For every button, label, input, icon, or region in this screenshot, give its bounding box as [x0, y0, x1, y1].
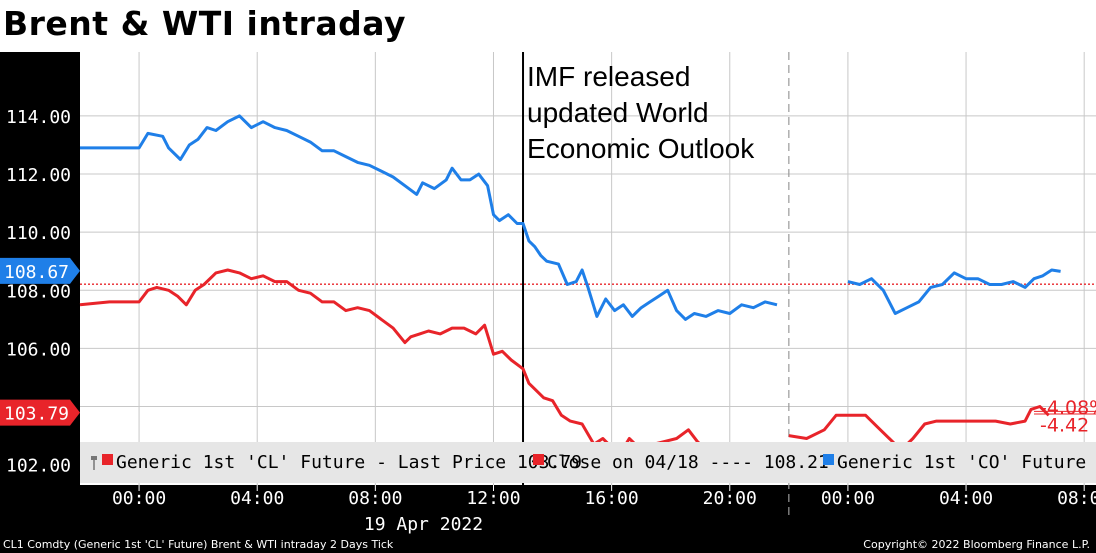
x-tick-label: 16:00 — [585, 488, 639, 509]
series-line-wti — [788, 405, 1050, 452]
event-annotation: IMF released updated World Economic Outloo… — [527, 61, 755, 164]
legend-label-close: Close on 04/18 ---- 108.21 — [547, 452, 829, 473]
event-annotation-line: Economic Outlook — [527, 133, 755, 164]
series-line-brent — [80, 114, 778, 321]
page-title: Brent & WTI intraday — [0, 0, 1096, 52]
x-axis-panel — [0, 485, 1096, 537]
legend-swatch-close — [533, 454, 544, 465]
legend-swatch-wti — [102, 454, 113, 465]
legend-box — [80, 442, 1096, 483]
right-label: -4.08% — [1040, 397, 1096, 419]
footer-copyright: Copyright© 2022 Bloomberg Finance L.P. — [863, 538, 1090, 551]
x-tick-label: 12:00 — [466, 488, 520, 509]
y-axis-panel — [0, 52, 80, 537]
x-tick-label: 08:00 — [1057, 488, 1096, 509]
y-tick-label: 108.00 — [6, 281, 71, 302]
event-annotation-line: updated World — [527, 97, 709, 128]
footer-source: CL1 Comdty (Generic 1st 'CL' Future) Bre… — [3, 538, 394, 551]
right-label: -4.42 — [1040, 414, 1089, 436]
x-tick-label: 00:00 — [821, 488, 875, 509]
x-tick-label: 00:00 — [112, 488, 166, 509]
last-value-label-wti: 103.79 — [4, 404, 69, 425]
legend-label-wti: Generic 1st 'CL' Future - Last Price 103… — [116, 452, 582, 473]
series-line-brent — [847, 268, 1061, 315]
legend-pin-head — [91, 456, 97, 460]
legend: Generic 1st 'CL' Future - Last Price 103… — [80, 442, 1096, 483]
x-tick-label: 04:00 — [939, 488, 993, 509]
y-tick-label: 106.00 — [6, 339, 71, 360]
last-value-label-brent: 108.67 — [4, 262, 69, 283]
x-tick-label: 08:00 — [348, 488, 402, 509]
legend-swatch-brent — [823, 454, 834, 465]
last-value-tag-wti — [0, 399, 80, 426]
legend-label-brent: Generic 1st 'CO' Future - La — [837, 452, 1096, 473]
y-tick-label: 110.00 — [6, 223, 71, 244]
x-date-label: 19 Apr 2022 — [364, 514, 483, 535]
last-value-tag-brent — [0, 257, 80, 284]
chart: IMF released updated World Economic Outloo… — [0, 52, 1096, 537]
x-tick-label: 20:00 — [703, 488, 757, 509]
y-tick-label: 114.00 — [6, 107, 71, 128]
event-annotation-line: IMF released — [527, 61, 690, 92]
y-tick-label: 102.00 — [6, 456, 71, 477]
y-tick-label: 112.00 — [6, 165, 71, 186]
x-tick-label: 04:00 — [230, 488, 284, 509]
